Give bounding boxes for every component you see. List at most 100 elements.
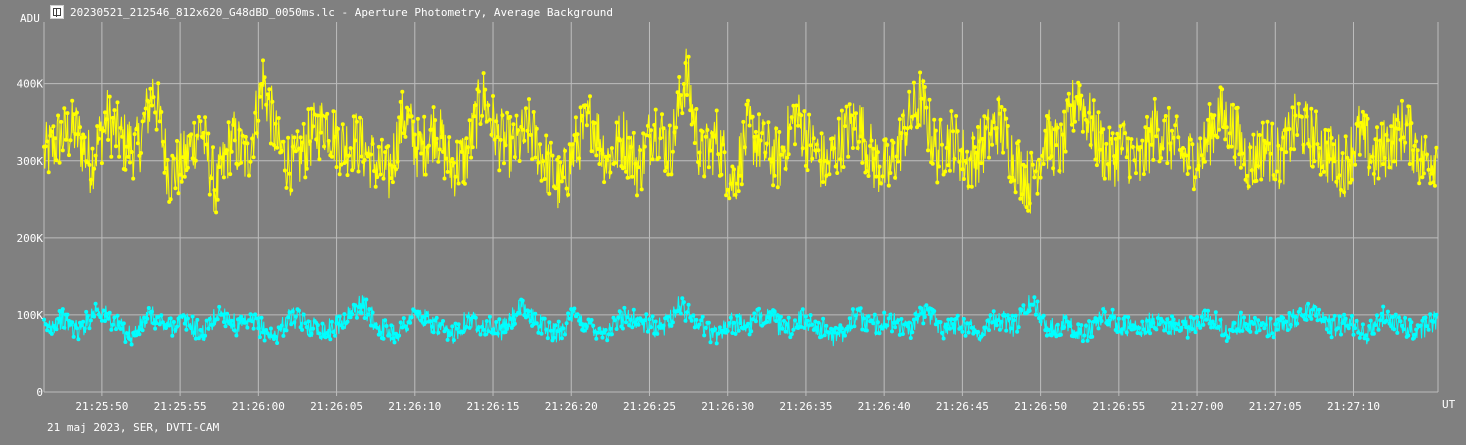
data-point xyxy=(150,309,154,314)
data-point xyxy=(1062,325,1067,330)
data-point xyxy=(645,329,650,334)
data-point xyxy=(444,156,449,161)
data-point xyxy=(1278,179,1282,184)
data-point xyxy=(1270,331,1275,336)
data-point xyxy=(60,307,65,312)
data-point xyxy=(813,319,818,324)
data-point xyxy=(248,312,253,317)
data-point xyxy=(1082,333,1087,338)
data-point xyxy=(254,131,259,136)
data-point xyxy=(253,312,258,317)
data-point xyxy=(1129,137,1134,142)
data-point xyxy=(616,315,621,320)
data-point xyxy=(408,320,413,325)
data-point xyxy=(1368,159,1373,164)
data-point xyxy=(390,180,395,185)
data-point xyxy=(1141,172,1146,177)
data-point xyxy=(1414,139,1419,144)
data-point xyxy=(1215,135,1220,140)
data-point xyxy=(232,328,237,333)
data-point xyxy=(1181,146,1185,150)
data-point xyxy=(129,342,134,347)
data-point xyxy=(1434,312,1439,317)
data-point xyxy=(146,306,151,310)
data-point xyxy=(1320,165,1325,170)
data-point xyxy=(451,160,456,165)
data-point xyxy=(882,310,887,315)
data-point xyxy=(1263,141,1268,145)
data-point xyxy=(688,315,693,320)
data-point xyxy=(1057,168,1062,173)
data-point xyxy=(1418,157,1423,162)
data-point xyxy=(982,114,987,119)
data-point xyxy=(1281,135,1286,140)
data-point xyxy=(448,332,453,337)
data-point xyxy=(1263,322,1268,327)
data-point xyxy=(1204,317,1209,322)
data-point xyxy=(1105,322,1110,327)
data-point xyxy=(805,318,810,323)
data-point xyxy=(800,146,805,151)
data-point xyxy=(256,118,261,123)
data-point xyxy=(1087,110,1092,115)
data-point xyxy=(999,319,1004,324)
data-point xyxy=(173,327,178,332)
data-point xyxy=(434,315,439,320)
data-point xyxy=(578,322,583,327)
data-point xyxy=(1179,325,1184,330)
data-point xyxy=(389,176,394,181)
x-tick-label: 21:27:00 xyxy=(1171,400,1224,413)
data-point xyxy=(847,316,852,321)
data-point xyxy=(541,159,546,164)
data-point xyxy=(1058,122,1063,127)
data-point xyxy=(1223,332,1228,337)
data-point xyxy=(888,171,893,175)
data-point xyxy=(168,197,173,202)
data-point xyxy=(775,313,780,318)
data-point xyxy=(816,148,821,153)
data-point xyxy=(162,322,167,327)
data-point xyxy=(1033,312,1038,317)
data-point xyxy=(59,119,64,124)
data-point xyxy=(1353,326,1358,331)
data-point xyxy=(106,137,111,142)
data-point xyxy=(921,321,926,326)
data-point xyxy=(273,334,278,339)
app-icon[interactable] xyxy=(50,5,64,19)
data-point xyxy=(696,160,700,164)
data-point xyxy=(466,314,470,319)
x-tick-label: 21:26:30 xyxy=(701,400,754,413)
data-point xyxy=(494,320,499,324)
data-point xyxy=(628,317,633,322)
data-point xyxy=(1378,138,1383,143)
data-point xyxy=(800,307,805,312)
data-point xyxy=(395,159,400,164)
data-point xyxy=(1165,161,1170,166)
data-point xyxy=(1076,322,1081,327)
data-point xyxy=(786,152,791,157)
data-point xyxy=(534,126,539,131)
data-point xyxy=(508,316,513,321)
data-point xyxy=(160,139,165,144)
data-point xyxy=(82,326,87,331)
data-point xyxy=(808,143,813,148)
data-point xyxy=(702,333,707,338)
data-point xyxy=(841,165,846,169)
data-point xyxy=(558,160,563,165)
data-point xyxy=(1093,157,1098,162)
data-point xyxy=(394,331,398,336)
data-point xyxy=(419,318,424,323)
data-point xyxy=(1431,319,1436,324)
data-point xyxy=(1204,138,1209,143)
data-point xyxy=(655,331,660,336)
data-point xyxy=(763,150,768,155)
data-point xyxy=(390,336,395,341)
data-point xyxy=(262,75,267,80)
data-point xyxy=(275,145,280,150)
data-point xyxy=(1273,177,1278,182)
data-point xyxy=(608,326,613,331)
data-point xyxy=(960,167,965,172)
data-point xyxy=(580,113,585,118)
data-point xyxy=(1299,114,1304,119)
data-point xyxy=(87,162,92,167)
